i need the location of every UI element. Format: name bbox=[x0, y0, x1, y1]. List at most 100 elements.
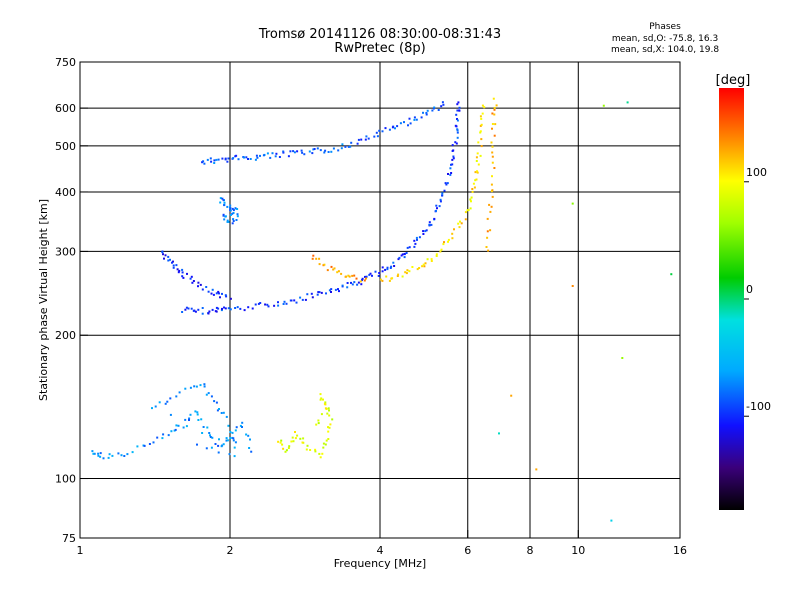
data-point bbox=[353, 281, 356, 284]
data-point bbox=[194, 310, 197, 313]
data-point bbox=[318, 257, 321, 260]
data-point bbox=[384, 127, 387, 130]
data-point bbox=[425, 112, 428, 114]
data-point bbox=[491, 127, 493, 130]
data-point bbox=[254, 158, 257, 161]
data-point bbox=[226, 160, 229, 163]
data-point bbox=[456, 129, 459, 132]
data-point bbox=[491, 155, 494, 158]
data-point bbox=[91, 450, 94, 453]
data-point bbox=[493, 134, 496, 137]
data-point bbox=[431, 109, 434, 112]
data-point bbox=[120, 454, 123, 457]
data-point bbox=[192, 280, 195, 282]
data-point bbox=[454, 141, 457, 144]
data-point bbox=[424, 262, 427, 265]
scatter-point bbox=[610, 519, 613, 522]
colorbar-tick-label: 100 bbox=[746, 166, 767, 179]
data-point bbox=[365, 275, 368, 278]
data-point bbox=[399, 122, 402, 125]
data-point bbox=[111, 454, 114, 457]
data-point bbox=[416, 238, 418, 241]
data-point bbox=[453, 228, 455, 231]
data-point bbox=[117, 452, 120, 455]
data-point bbox=[169, 258, 171, 261]
data-point bbox=[225, 439, 228, 442]
data-point bbox=[231, 431, 234, 434]
data-point bbox=[345, 275, 348, 278]
data-point bbox=[415, 236, 418, 239]
data-point bbox=[378, 272, 381, 274]
data-point bbox=[229, 297, 232, 300]
scatter-point bbox=[621, 357, 624, 359]
data-point bbox=[166, 400, 169, 403]
data-point bbox=[208, 310, 211, 313]
data-point bbox=[467, 209, 470, 212]
data-point bbox=[199, 384, 202, 387]
scatter-point bbox=[535, 468, 538, 471]
data-point bbox=[493, 167, 496, 169]
data-point bbox=[266, 152, 269, 155]
data-point bbox=[356, 142, 359, 145]
data-point bbox=[489, 229, 492, 232]
data-point bbox=[208, 432, 211, 434]
data-point bbox=[477, 163, 480, 166]
data-point bbox=[321, 452, 324, 455]
data-point bbox=[108, 453, 111, 456]
data-point bbox=[341, 284, 344, 287]
data-point bbox=[185, 306, 188, 309]
data-point bbox=[325, 439, 328, 442]
data-point bbox=[186, 272, 188, 275]
data-point bbox=[290, 299, 293, 302]
data-point bbox=[437, 109, 440, 111]
data-point bbox=[209, 436, 212, 438]
data-point bbox=[190, 307, 193, 310]
data-point bbox=[378, 129, 381, 132]
data-point bbox=[223, 218, 226, 221]
data-point bbox=[315, 257, 318, 260]
data-point bbox=[176, 268, 179, 271]
data-point bbox=[443, 241, 445, 244]
data-point bbox=[277, 440, 280, 443]
y-tick-label: 100 bbox=[55, 473, 76, 486]
data-point bbox=[245, 433, 248, 436]
data-point bbox=[428, 223, 431, 226]
data-point bbox=[231, 212, 234, 215]
data-point bbox=[447, 238, 450, 241]
data-point bbox=[188, 417, 191, 420]
data-point bbox=[221, 444, 224, 447]
data-point bbox=[455, 142, 458, 145]
data-point bbox=[211, 288, 214, 291]
data-point bbox=[317, 291, 320, 294]
data-point bbox=[373, 135, 376, 138]
data-point bbox=[210, 446, 213, 449]
colorbar-tick-label: 0 bbox=[746, 283, 753, 296]
data-point bbox=[441, 101, 444, 104]
data-point bbox=[172, 260, 174, 263]
data-point bbox=[416, 268, 419, 271]
data-point bbox=[217, 451, 220, 454]
data-point bbox=[247, 158, 249, 160]
data-point bbox=[404, 271, 407, 274]
data-point bbox=[207, 290, 210, 293]
data-point bbox=[337, 288, 339, 291]
y-tick-label: 500 bbox=[55, 140, 76, 153]
data-point bbox=[210, 160, 213, 163]
data-point bbox=[330, 265, 333, 268]
data-point bbox=[320, 291, 323, 294]
y-tick-labels: 75 100 200 300 400 500 600 750 bbox=[55, 56, 88, 545]
data-point bbox=[480, 123, 483, 126]
data-point bbox=[469, 198, 472, 201]
data-point bbox=[182, 276, 185, 279]
data-point bbox=[203, 383, 206, 386]
data-point bbox=[257, 302, 260, 305]
data-point bbox=[301, 441, 304, 444]
data-point bbox=[229, 204, 232, 207]
data-point bbox=[386, 266, 389, 269]
data-point bbox=[162, 433, 165, 436]
data-point bbox=[360, 138, 363, 141]
data-point bbox=[267, 305, 270, 308]
data-point bbox=[212, 293, 215, 296]
data-point bbox=[438, 205, 441, 208]
